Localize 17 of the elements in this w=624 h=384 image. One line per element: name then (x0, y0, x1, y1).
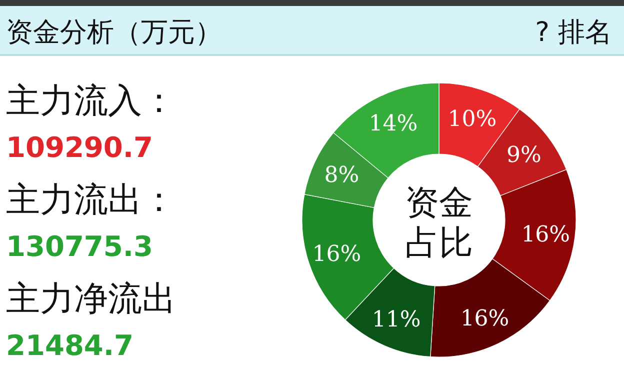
data-label: 10% (448, 106, 497, 132)
text: 21484.7 (6, 329, 134, 362)
text: 130775.3 (6, 230, 154, 263)
text: 资金占比 (405, 183, 473, 263)
text: 主力流入： (6, 81, 176, 121)
data-label: 9% (506, 143, 542, 168)
text: ? 排名 (535, 17, 612, 48)
text: 主力净流出 (6, 279, 176, 319)
data-label: 11% (372, 308, 421, 333)
data-label: 8% (324, 163, 360, 188)
data-label: 16% (460, 306, 510, 332)
data-label: 16% (521, 222, 570, 248)
data-label: 16% (312, 242, 362, 268)
data-label: 14% (368, 112, 418, 137)
text: 主力流出： (6, 180, 176, 220)
chart-title: 资金分析（万元） (6, 17, 222, 48)
text: 109290.7 (6, 131, 154, 164)
